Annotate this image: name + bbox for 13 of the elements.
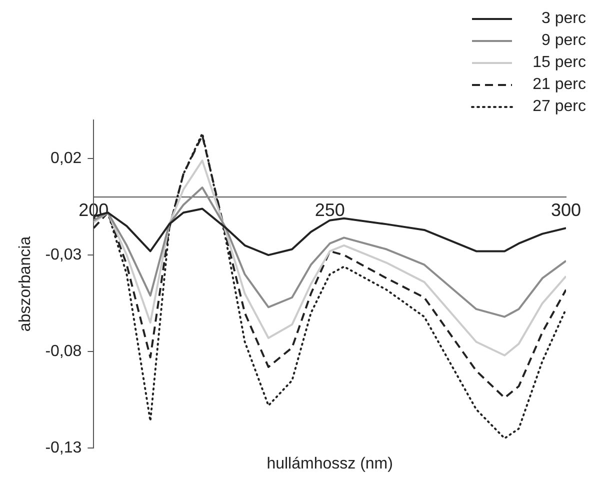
y-axis-title: abszorbancia [17,236,34,332]
x-tick-label: 300 [550,200,582,220]
legend-label: 9 perc [540,32,586,50]
x-axis-title: hullámhossz (nm) [266,455,393,472]
y-tick-label: -0,13 [45,439,82,456]
x-tick-label: 250 [314,200,345,220]
legend-label: 3 perc [540,10,586,28]
y-tick-label: -0,03 [45,246,82,264]
y-tick-label: -0,08 [45,342,82,360]
legend-label: 27 perc [532,98,586,116]
y-tick-label: 0,02 [50,150,82,167]
legend-label: 15 perc [532,54,586,72]
legend-label: 21 perc [532,76,586,94]
